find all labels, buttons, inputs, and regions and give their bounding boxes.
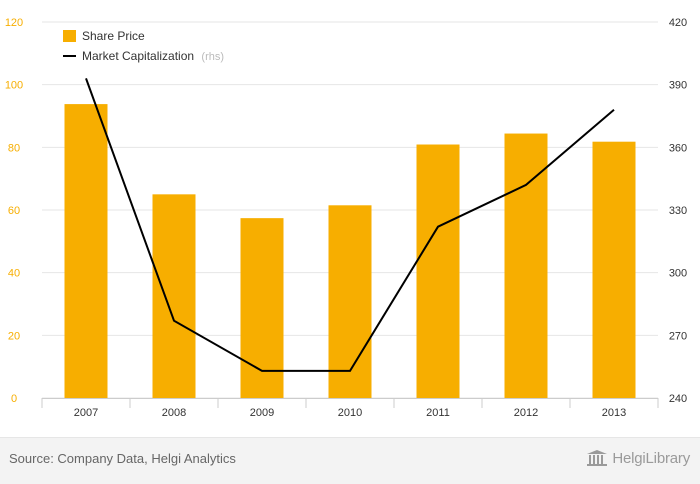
x-tick-label: 2008 [162,407,186,419]
y-left-tick-label: 20 [8,330,20,342]
library-building-icon [587,450,608,466]
bar-series-share-price [64,104,636,399]
bar-2011 [416,144,460,398]
y-right-tick-label: 330 [669,205,687,217]
legend-market-cap-name: Market Capitalization [82,49,194,63]
x-tick-label: 2012 [514,407,538,419]
bar-2013 [592,141,636,398]
x-axis: 2007 2008 2009 2010 2011 2012 2013 [41,398,659,419]
legend-swatch-share-price [63,30,76,42]
bar-2010 [328,205,372,398]
legend-market-cap-suffix: (rhs) [201,51,224,63]
y-left-tick-label: 120 [5,17,23,29]
y-right-tick-label: 360 [669,142,687,154]
legend-label-share-price: Share Price [82,29,145,43]
legend-label-market-cap: Market Capitalization (rhs) [82,49,224,63]
y-right-tick-label: 390 [669,80,687,92]
footer: Source: Company Data, Helgi Analytics He… [0,437,700,484]
y-left-tick-label: 80 [8,142,20,154]
y-axis-left: 0 20 40 60 80 100 120 [5,17,23,405]
y-right-tick-label: 270 [669,330,687,342]
x-tick-label: 2013 [602,407,626,419]
x-tick-label: 2007 [74,407,98,419]
y-right-tick-label: 300 [669,268,687,280]
brand-logo[interactable]: HelgiLibrary [586,449,690,467]
x-tick-label: 2010 [338,407,362,419]
bar-2007 [64,104,108,399]
y-left-tick-label: 0 [11,393,17,405]
y-right-tick-label: 240 [669,393,687,405]
market-cap-line [85,78,615,372]
chart: 2007 2008 2009 2010 2011 2012 2013 0 20 40 60 80 10… [5,17,687,419]
y-left-tick-label: 100 [5,80,23,92]
y-axis-right: 240 270 300 330 360 390 420 [669,17,687,405]
brand-name: HelgiLibrary [612,449,690,467]
bar-2012 [504,133,548,398]
y-right-tick-label: 420 [669,17,687,29]
y-left-tick-label: 40 [8,268,20,280]
y-left-tick-label: 60 [8,205,20,217]
legend: Share Price Market Capitalization (rhs) [63,29,224,63]
source-note: Source: Company Data, Helgi Analytics [9,451,236,466]
bar-2008 [152,194,196,398]
bar-2009 [240,218,284,398]
line-series-market-cap [85,78,615,372]
x-tick-label: 2009 [250,407,274,419]
x-tick-label: 2011 [426,407,450,419]
